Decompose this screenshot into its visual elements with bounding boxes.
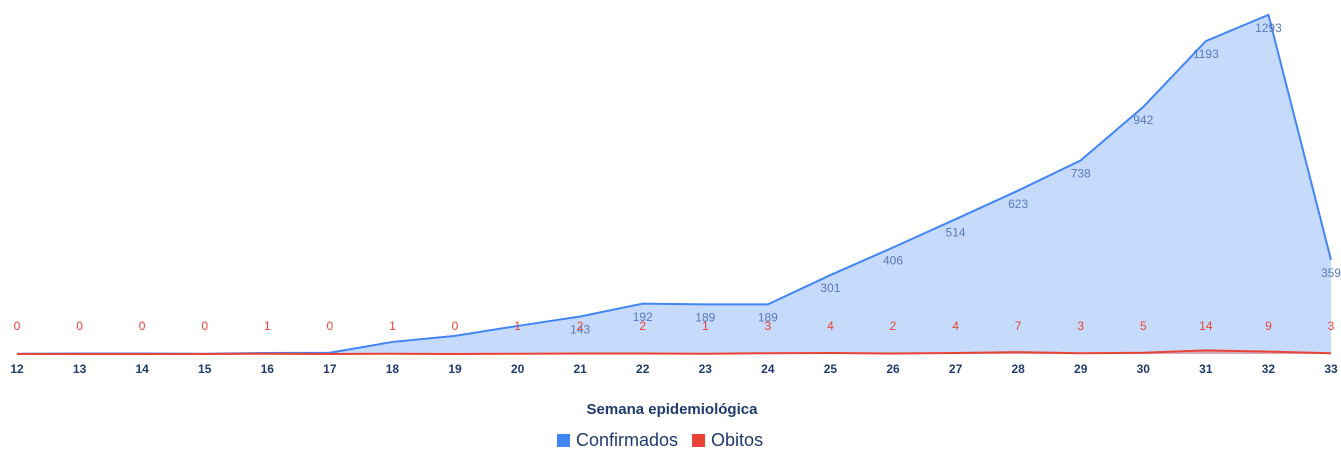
data-label: 406 — [883, 254, 903, 268]
data-label: 5 — [1140, 319, 1147, 333]
x-tick-label: 16 — [261, 362, 275, 376]
legend-label: Obitos — [711, 430, 763, 450]
data-label: 4 — [952, 319, 959, 333]
x-tick-label: 12 — [10, 362, 24, 376]
x-tick-label: 18 — [386, 362, 400, 376]
x-tick-label: 26 — [886, 362, 900, 376]
data-label: 14 — [1199, 319, 1213, 333]
x-tick-label: 27 — [949, 362, 963, 376]
legend-swatch — [557, 434, 570, 447]
legend-label: Confirmados — [576, 430, 678, 450]
legend-swatch — [692, 434, 706, 447]
data-label: 0 — [139, 319, 146, 333]
x-tick-label: 23 — [699, 362, 713, 376]
x-tick-label: 19 — [448, 362, 462, 376]
x-tick-label: 21 — [573, 362, 587, 376]
data-label: 0 — [201, 319, 208, 333]
data-label: 9 — [1265, 319, 1272, 333]
data-label: 2 — [577, 319, 584, 333]
data-label: 2 — [639, 319, 646, 333]
x-tick-label: 28 — [1011, 362, 1025, 376]
x-tick-label: 14 — [135, 362, 149, 376]
x-tick-label: 20 — [511, 362, 525, 376]
data-label: 2 — [890, 319, 897, 333]
x-tick-label: 31 — [1199, 362, 1213, 376]
data-label: 143 — [570, 323, 590, 337]
data-label: 4 — [827, 319, 834, 333]
data-label: 301 — [820, 281, 840, 295]
x-tick-label: 32 — [1262, 362, 1276, 376]
data-label: 189 — [695, 311, 715, 325]
data-label: 189 — [758, 311, 778, 325]
x-tick-label: 22 — [636, 362, 650, 376]
data-label: 3 — [765, 319, 772, 333]
data-label: 738 — [1071, 167, 1091, 181]
data-label: 1193 — [1193, 47, 1219, 61]
data-label: 1293 — [1255, 21, 1282, 35]
data-label: 3 — [1328, 319, 1335, 333]
data-label: 0 — [452, 319, 459, 333]
x-tick-label: 29 — [1074, 362, 1088, 376]
data-label: 0 — [14, 319, 21, 333]
x-tick-label: 15 — [198, 362, 212, 376]
data-label: 359 — [1321, 266, 1341, 280]
data-label: 1 — [264, 319, 271, 333]
x-tick-label: 24 — [761, 362, 775, 376]
x-tick-label: 33 — [1324, 362, 1338, 376]
area-fill — [17, 14, 1331, 355]
data-label: 192 — [633, 310, 653, 324]
x-tick-label: 25 — [824, 362, 838, 376]
x-tick-label: 17 — [323, 362, 337, 376]
data-label: 942 — [1133, 113, 1153, 127]
data-label: 1 — [389, 319, 396, 333]
data-label: 514 — [946, 225, 966, 239]
data-label: 7 — [1015, 319, 1022, 333]
data-label: 0 — [76, 319, 83, 333]
data-label: 3 — [1077, 319, 1084, 333]
data-label: 1 — [702, 319, 709, 333]
data-label: 0 — [327, 319, 334, 333]
line — [17, 349, 1332, 356]
data-label: 623 — [1008, 197, 1028, 211]
x-tick-label: 13 — [73, 362, 87, 376]
data-label: 1 — [514, 319, 521, 333]
x-tick-label: 30 — [1137, 362, 1151, 376]
x-axis-title: Semana epidemiológica — [587, 401, 759, 418]
